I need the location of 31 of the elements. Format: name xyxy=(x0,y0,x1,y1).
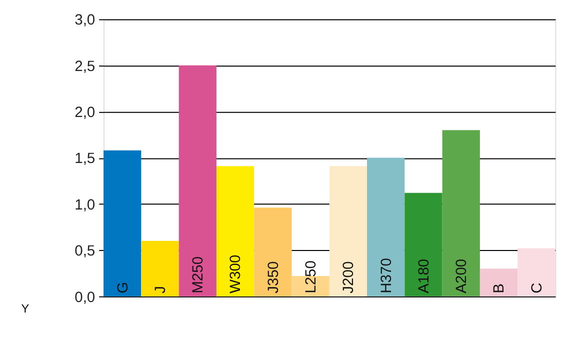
y-tick-label: 2,5 xyxy=(74,58,96,75)
bar xyxy=(216,166,254,296)
bar xyxy=(141,240,179,296)
x-tick-label: M250 xyxy=(190,256,207,294)
x-tick-label: C xyxy=(529,282,546,294)
y-tick-label: 3,0 xyxy=(74,12,96,29)
x-tick-label: J200 xyxy=(341,261,358,294)
y-tick-label: 0,0 xyxy=(74,290,96,306)
bar xyxy=(329,166,368,296)
x-tick-label: J350 xyxy=(266,261,282,294)
x-tick-label: L250 xyxy=(303,260,320,294)
x-tick-label: G xyxy=(115,282,132,294)
bar xyxy=(178,65,216,296)
x-tick-label: J xyxy=(152,286,169,294)
bar xyxy=(254,208,292,296)
bar xyxy=(480,268,518,296)
y-tick-label: 1,0 xyxy=(74,197,96,214)
y-tick-label: 0,5 xyxy=(74,244,96,260)
y-tick-label: 2,0 xyxy=(74,105,96,122)
bar xyxy=(367,158,405,296)
x-tick-label: B xyxy=(492,283,508,294)
x-tick-label: A200 xyxy=(454,258,470,294)
y-axis-title: Y xyxy=(21,302,30,316)
y-tick-label: 1,5 xyxy=(74,151,96,168)
bar xyxy=(518,248,556,296)
x-tick-label: H370 xyxy=(378,258,395,294)
bar xyxy=(442,130,480,296)
bar xyxy=(404,192,442,296)
x-tick-label: A180 xyxy=(416,258,432,294)
bar xyxy=(104,150,142,296)
x-tick-label: W300 xyxy=(228,254,244,294)
